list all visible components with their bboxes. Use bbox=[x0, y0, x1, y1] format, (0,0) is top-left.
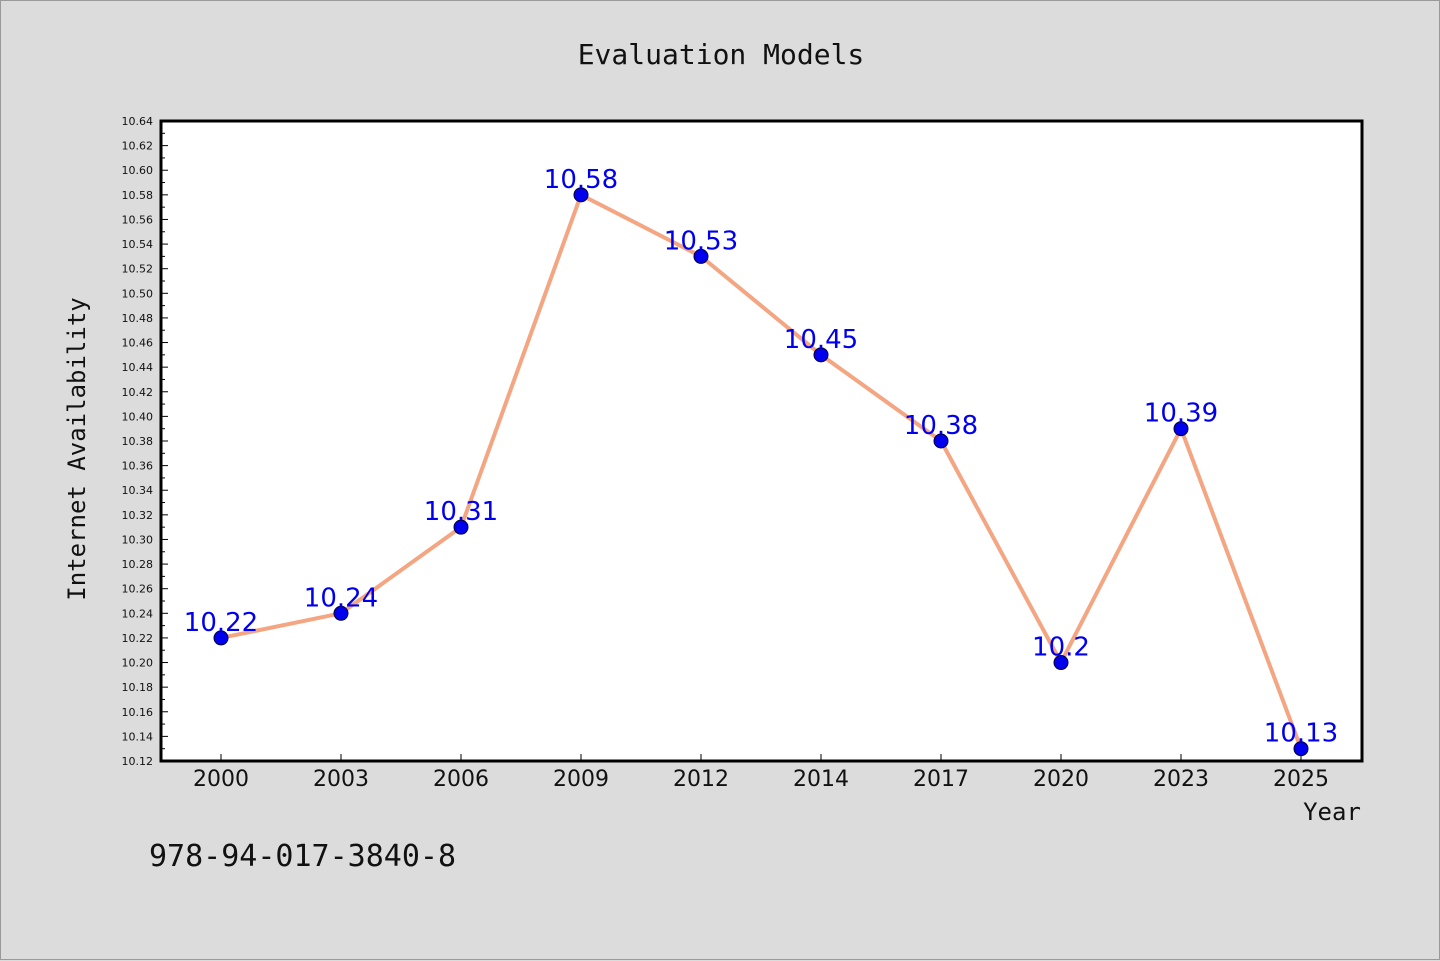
y-tick-label: 10.50 bbox=[122, 287, 154, 300]
data-label: 10.24 bbox=[304, 583, 378, 613]
y-tick-label: 10.14 bbox=[122, 730, 154, 743]
x-tick-label: 2020 bbox=[1033, 767, 1089, 792]
y-tick-label: 10.62 bbox=[122, 140, 154, 153]
data-point bbox=[1053, 655, 1069, 671]
x-tick-label: 2014 bbox=[793, 767, 849, 792]
x-tick-label: 2009 bbox=[553, 767, 609, 792]
data-point bbox=[453, 519, 469, 535]
data-point bbox=[1293, 741, 1309, 757]
x-tick-label: 2003 bbox=[313, 767, 369, 792]
y-tick-label: 10.38 bbox=[122, 435, 154, 448]
y-tick-label: 10.18 bbox=[122, 681, 154, 694]
isbn-footnote: 978-94-017-3840-8 bbox=[149, 839, 456, 874]
y-tick-label: 10.24 bbox=[122, 607, 154, 620]
x-axis-label: Year bbox=[1303, 798, 1361, 826]
x-tick-label: 2017 bbox=[913, 767, 969, 792]
data-label: 10.38 bbox=[904, 411, 978, 441]
x-axis: 2000 2003 2006 2009 2012 2014 2017 2020 2023 2025 bbox=[193, 754, 1329, 792]
data-label: 10.13 bbox=[1264, 719, 1338, 749]
data-label: 10.22 bbox=[184, 608, 258, 638]
y-tick-label: 10.26 bbox=[122, 583, 154, 596]
y-tick-label: 10.58 bbox=[122, 189, 154, 202]
data-point bbox=[693, 248, 709, 264]
y-tick-label: 10.42 bbox=[122, 386, 154, 399]
y-tick-label: 10.60 bbox=[122, 164, 154, 177]
chart-title: Evaluation Models bbox=[578, 38, 865, 71]
y-tick-label: 10.48 bbox=[122, 312, 154, 325]
plot-area bbox=[159, 119, 1364, 763]
data-label: 10.2 bbox=[1032, 633, 1090, 663]
series-group: 10.22 10.24 10.31 10.58 10.53 10.45 10.38 10.2 1… bbox=[184, 165, 1338, 757]
y-tick-label: 10.22 bbox=[122, 632, 154, 645]
y-tick-label: 10.64 bbox=[122, 115, 154, 128]
data-point bbox=[573, 187, 589, 203]
y-tick-label: 10.12 bbox=[122, 755, 154, 768]
data-label: 10.45 bbox=[784, 325, 858, 355]
y-axis-label: Internet Availability bbox=[63, 297, 91, 600]
y-tick-label: 10.54 bbox=[122, 238, 154, 251]
y-tick-label: 10.16 bbox=[122, 706, 154, 719]
y-tick-label: 10.36 bbox=[122, 460, 154, 473]
y-tick-label: 10.46 bbox=[122, 337, 154, 350]
data-label: 10.58 bbox=[544, 165, 618, 195]
x-tick-label: 2000 bbox=[193, 767, 249, 792]
x-tick-label: 2023 bbox=[1153, 767, 1209, 792]
data-label: 10.31 bbox=[424, 497, 498, 527]
y-tick-label: 10.40 bbox=[122, 410, 154, 423]
y-tick-label: 10.52 bbox=[122, 263, 154, 276]
data-point bbox=[1173, 421, 1189, 437]
data-label: 10.39 bbox=[1144, 399, 1218, 429]
y-tick-label: 10.56 bbox=[122, 213, 154, 226]
y-tick-label: 10.30 bbox=[122, 533, 154, 546]
y-tick-label: 10.28 bbox=[122, 558, 154, 571]
data-point bbox=[213, 630, 229, 646]
y-tick-label: 10.44 bbox=[122, 361, 154, 374]
data-label: 10.53 bbox=[664, 226, 738, 256]
x-tick-label: 2006 bbox=[433, 767, 489, 792]
series-line bbox=[220, 192, 1303, 750]
data-point bbox=[813, 347, 829, 363]
y-axis: 10.12 10.14 10.16 10.18 10.20 10.22 10.24 10.26… bbox=[122, 115, 168, 768]
y-tick-label: 10.34 bbox=[122, 484, 154, 497]
x-tick-label: 2025 bbox=[1273, 767, 1329, 792]
y-tick-label: 10.20 bbox=[122, 657, 154, 670]
data-point bbox=[333, 605, 349, 621]
data-point bbox=[933, 433, 949, 449]
y-tick-label: 10.32 bbox=[122, 509, 154, 522]
x-tick-label: 2012 bbox=[673, 767, 729, 792]
